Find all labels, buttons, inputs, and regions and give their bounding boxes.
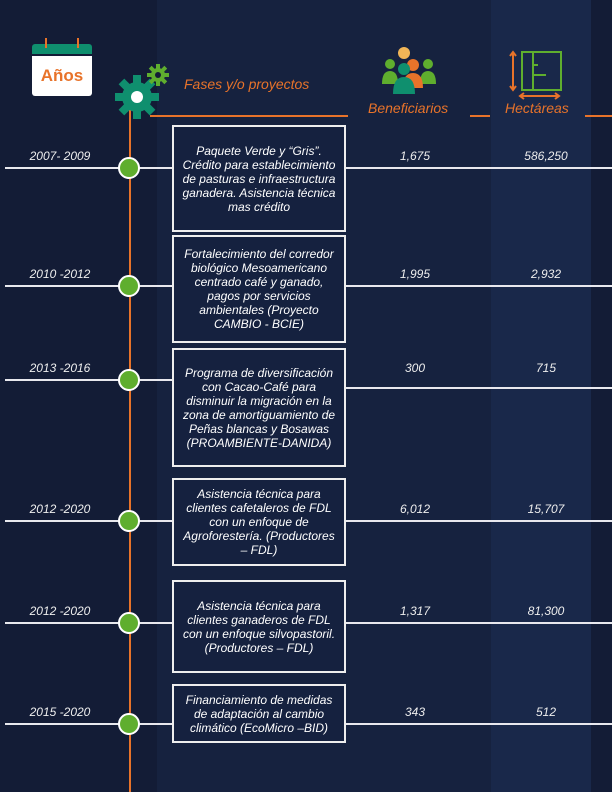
row-line-right: [346, 167, 612, 169]
column-band: [491, 0, 591, 792]
beneficiaries-value: 343: [404, 705, 426, 719]
people-icon: [382, 47, 436, 94]
timeline-dot: [118, 369, 140, 391]
project-box: Fortalecimiento del corredor biológico M…: [172, 235, 346, 343]
project-text: Fortalecimiento del corredor biológico M…: [184, 247, 334, 331]
years-header: Años: [40, 66, 84, 85]
row-line-right: [346, 723, 612, 725]
row-years: 2012 -2020: [29, 502, 91, 516]
timeline-line: [129, 100, 131, 792]
project-box: Programa de diversificación con Cacao-Ca…: [172, 348, 346, 467]
timeline-dot: [118, 157, 140, 179]
beneficiaries-value: 300: [404, 361, 426, 375]
hectares-header: Hectáreas: [505, 100, 569, 116]
beneficiaries-value: 6,012: [399, 502, 431, 516]
project-text: Asistencia técnica para clientes cafetal…: [183, 487, 335, 557]
row-line-left: [5, 723, 172, 725]
row-years: 2007- 2009: [29, 149, 91, 163]
row-line-left: [5, 167, 172, 169]
row-years: 2012 -2020: [29, 604, 91, 618]
beneficiaries-header: Beneficiarios: [368, 100, 449, 116]
row-line-right: [346, 622, 612, 624]
timeline-dot: [118, 713, 140, 735]
header-line: [150, 115, 348, 117]
row-years: 2010 -2012: [29, 267, 91, 281]
area-plan-icon: [509, 50, 562, 100]
hectares-value: 15,707: [527, 502, 565, 516]
hectares-value: 81,300: [527, 604, 565, 618]
row-line-left: [5, 622, 172, 624]
phases-header: Fases y/o proyectos: [184, 76, 310, 92]
calendar-icon: Años: [32, 38, 92, 98]
project-box: Paquete Verde y “Gris”. Crédito para est…: [172, 125, 346, 232]
timeline-dot: [118, 612, 140, 634]
row-line-right: [346, 285, 612, 287]
gear-icon: [115, 75, 159, 119]
row-line-left: [5, 520, 172, 522]
row-years: 2013 -2016: [29, 361, 91, 375]
row-line-right: [346, 387, 612, 389]
beneficiaries-value: 1,995: [399, 267, 431, 281]
row-line-left: [5, 285, 172, 287]
timeline-dot: [118, 510, 140, 532]
row-line-right: [346, 520, 612, 522]
small-gear-icon: [147, 64, 169, 86]
project-box: Financiamiento de medidas de adaptación …: [172, 684, 346, 743]
project-box: Asistencia técnica para clientes cafetal…: [172, 478, 346, 566]
timeline-dot: [118, 275, 140, 297]
hectares-value: 586,250: [524, 149, 568, 163]
hectares-value: 715: [535, 361, 557, 375]
project-text: Asistencia técnica para clientes ganader…: [182, 598, 336, 655]
hectares-value: 2,932: [530, 267, 562, 281]
header-line: [470, 115, 490, 117]
project-text: Programa de diversificación con Cacao-Ca…: [182, 365, 336, 450]
header-line: [585, 115, 612, 117]
hectares-value: 512: [535, 705, 557, 719]
project-text: Financiamiento de medidas de adaptación …: [185, 692, 333, 735]
beneficiaries-value: 1,317: [399, 604, 431, 618]
project-text: Paquete Verde y “Gris”. Crédito para est…: [182, 143, 336, 214]
row-line-left: [5, 379, 172, 381]
row-years: 2015 -2020: [29, 705, 91, 719]
project-box: Asistencia técnica para clientes ganader…: [172, 580, 346, 673]
beneficiaries-value: 1,675: [399, 149, 431, 163]
